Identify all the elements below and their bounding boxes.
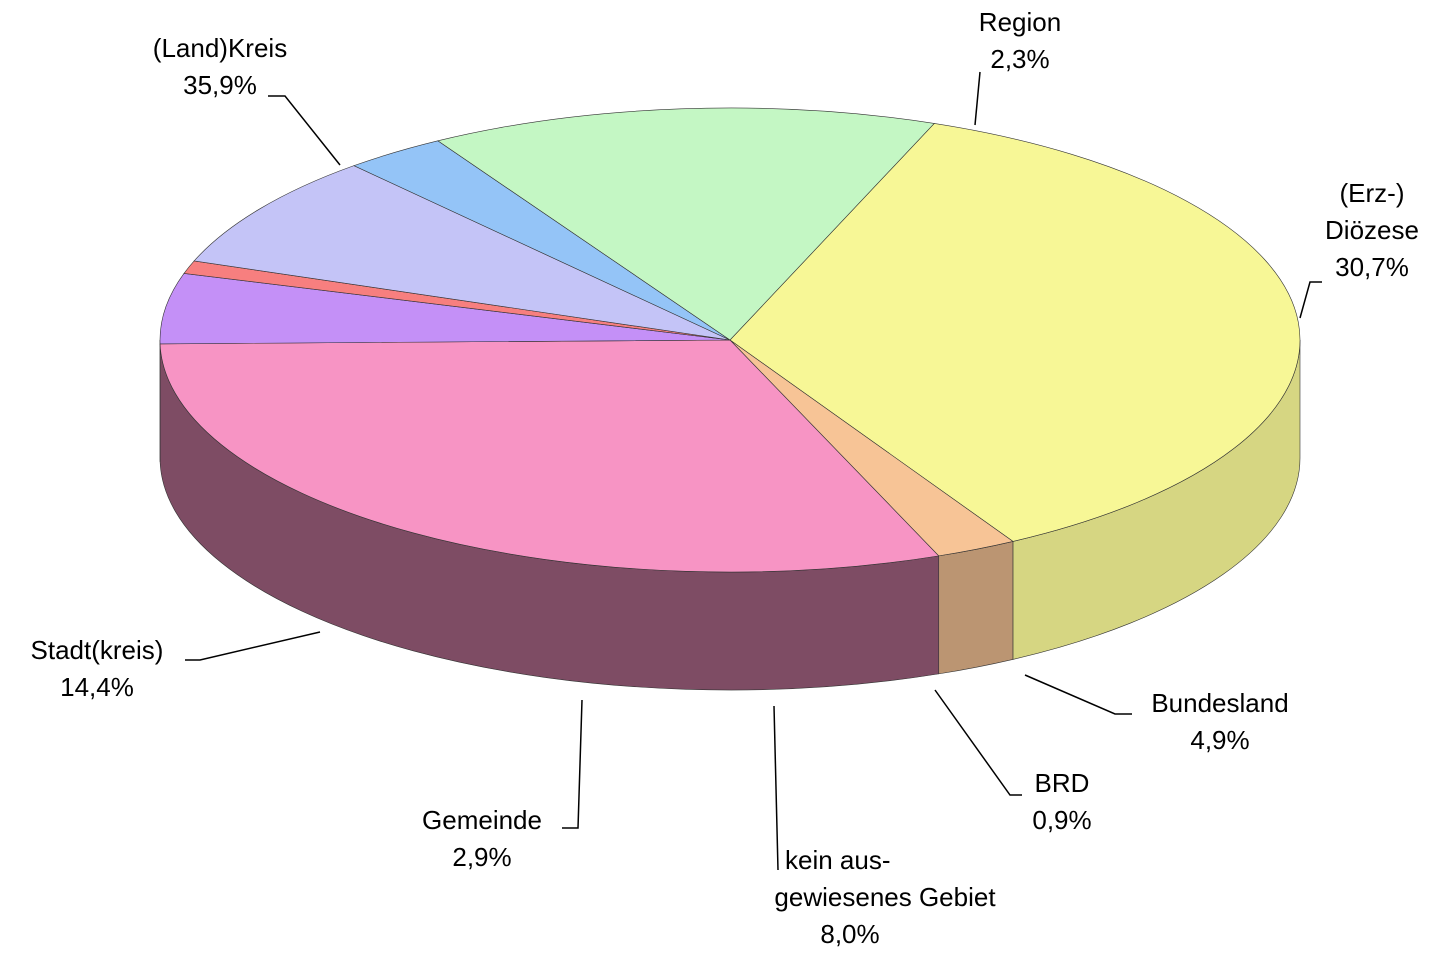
label-line: Diözese [1325, 215, 1419, 245]
value-label: 8,0% [820, 919, 879, 949]
slice-label: BRD [1035, 768, 1090, 798]
slice-label: Bundesland [1151, 688, 1288, 718]
label-line: BRD [1035, 768, 1090, 798]
leader-line [934, 689, 1022, 796]
label-line: (Erz-) [1340, 178, 1405, 208]
slice-label: kein aus-gewiesenes Gebiet [774, 845, 996, 912]
slice [159, 273, 731, 345]
value-label: 2,3% [990, 44, 1049, 74]
value-label: 4,9% [1190, 725, 1249, 755]
label-line: (Land)Kreis [153, 33, 287, 63]
value-label: 14,4% [60, 672, 134, 702]
leader-line [185, 631, 321, 661]
value-label: 30,7% [1335, 252, 1409, 282]
label-line: kein aus- [785, 845, 891, 875]
value-label: 2,9% [452, 842, 511, 872]
label-line: Stadt(kreis) [31, 635, 164, 665]
slice-side [938, 541, 1014, 675]
value-label: 35,9% [183, 70, 257, 100]
slice-label: Region [979, 7, 1061, 37]
leader-line [974, 71, 981, 126]
slice-label: (Erz-) Diözese [1325, 178, 1419, 245]
slice [729, 123, 1301, 542]
label-line: gewiesenes Gebiet [774, 882, 996, 912]
leader-line [562, 699, 583, 829]
label-line: Bundesland [1151, 688, 1288, 718]
slice [159, 339, 940, 573]
leader-line [773, 705, 779, 871]
slice [193, 165, 731, 341]
leader-line [268, 95, 341, 166]
slice-label: Stadt(kreis) [31, 635, 164, 665]
label-line: Region [979, 7, 1061, 37]
label-line: Gemeinde [422, 805, 542, 835]
leader-line [1024, 674, 1132, 715]
slice-label: (Land)Kreis [153, 33, 287, 63]
slice-label: Gemeinde [422, 805, 542, 835]
leader-line [1299, 281, 1322, 319]
slice [437, 107, 935, 341]
value-label: 0,9% [1032, 805, 1091, 835]
